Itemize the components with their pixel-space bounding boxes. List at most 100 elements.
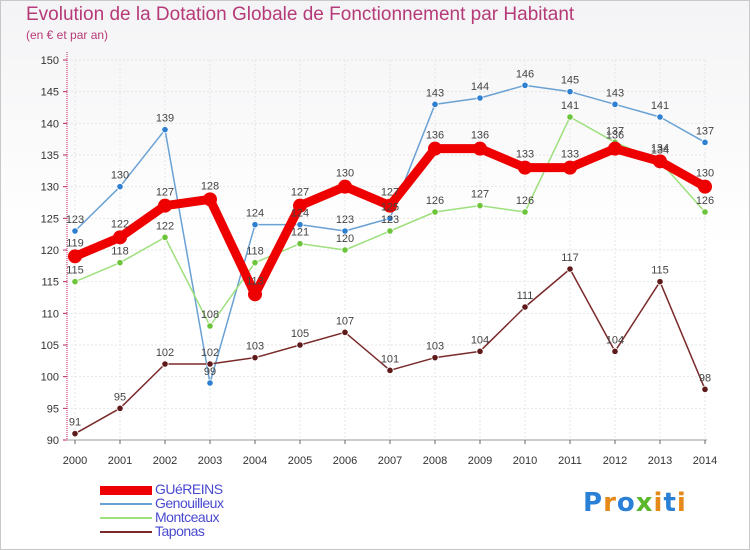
data-label-montceaux: 126: [426, 195, 444, 207]
data-point-taponas: [386, 366, 394, 374]
data-point-montceaux: [206, 322, 214, 330]
data-point-genouilleux: [161, 126, 169, 134]
data-point-gureins: [248, 287, 262, 302]
x-tick-label: 2006: [333, 455, 357, 467]
data-label-taponas: 102: [201, 347, 219, 359]
data-point-gureins: [608, 141, 622, 156]
data-point-genouilleux: [656, 113, 664, 121]
data-label-genouilleux: 123: [66, 214, 84, 226]
data-label-montceaux: 121: [291, 227, 309, 239]
data-label-taponas: 107: [336, 315, 354, 327]
data-point-montceaux: [431, 208, 439, 216]
x-tick-label: 2010: [513, 455, 537, 467]
data-label-taponas: 103: [246, 341, 264, 353]
data-point-gureins: [293, 198, 307, 213]
data-label-genouilleux: 143: [606, 87, 624, 99]
y-tick-label: 110: [41, 308, 59, 320]
data-label-gureins: 136: [606, 130, 624, 142]
logo-letter: i: [653, 488, 664, 518]
legend-swatch-guereins: [100, 486, 152, 495]
y-tick-label: 140: [41, 118, 59, 130]
data-point-gureins: [158, 198, 172, 213]
data-label-genouilleux: 143: [426, 87, 444, 99]
data-point-taponas: [431, 354, 439, 362]
data-label-gureins: 127: [291, 187, 309, 199]
data-point-genouilleux: [251, 221, 259, 229]
data-label-genouilleux: 99: [204, 366, 216, 378]
data-point-taponas: [476, 347, 484, 355]
data-point-genouilleux: [521, 81, 529, 89]
data-label-montceaux: 123: [381, 214, 399, 226]
data-point-genouilleux: [341, 227, 349, 235]
data-label-gureins: 128: [201, 180, 219, 192]
data-label-taponas: 102: [156, 347, 174, 359]
data-point-montceaux: [521, 208, 529, 216]
data-point-gureins: [113, 230, 127, 245]
data-label-taponas: 98: [699, 372, 711, 384]
y-tick-label: 150: [41, 55, 59, 67]
data-label-montceaux: 118: [246, 246, 264, 258]
data-label-montceaux: 118: [111, 246, 129, 258]
data-point-montceaux: [341, 246, 349, 254]
chart-subtitle: (en € et par an): [26, 28, 109, 42]
data-point-gureins: [653, 154, 667, 169]
legend-swatch-genouilleux: [100, 503, 152, 505]
data-point-gureins: [428, 141, 442, 156]
data-point-taponas: [116, 404, 124, 412]
data-point-taponas: [296, 341, 304, 349]
data-point-taponas: [656, 278, 664, 286]
data-label-montceaux: 134: [651, 144, 669, 156]
data-point-montceaux: [476, 202, 484, 210]
data-point-taponas: [566, 265, 574, 273]
data-label-taponas: 117: [561, 252, 579, 264]
data-label-taponas: 104: [471, 334, 489, 346]
y-tick-label: 95: [47, 403, 59, 415]
data-label-montceaux: 120: [336, 233, 354, 245]
data-label-genouilleux: 145: [561, 75, 579, 87]
data-label-montceaux: 126: [516, 195, 534, 207]
logo-letter: r: [603, 488, 617, 518]
y-tick-label: 90: [47, 435, 59, 447]
data-label-gureins: 127: [381, 187, 399, 199]
x-tick-label: 2007: [378, 455, 402, 467]
data-point-genouilleux: [701, 138, 709, 146]
data-label-genouilleux: 141: [651, 100, 669, 112]
x-tick-label: 2004: [243, 455, 267, 467]
data-point-genouilleux: [386, 214, 394, 222]
data-label-montceaux: 115: [66, 265, 84, 277]
y-tick-label: 130: [41, 182, 59, 194]
data-label-gureins: 119: [66, 237, 84, 249]
data-label-taponas: 115: [651, 265, 669, 277]
x-tick-label: 2014: [693, 455, 717, 467]
logo-letter: x: [635, 488, 654, 518]
x-tick-label: 2005: [288, 455, 312, 467]
data-label-gureins: 127: [156, 187, 174, 199]
data-label-taponas: 105: [291, 328, 309, 340]
data-point-genouilleux: [71, 227, 79, 235]
data-point-genouilleux: [116, 183, 124, 191]
proxiti-logo: Proxiti: [583, 488, 687, 518]
logo-letter: o: [616, 488, 636, 518]
chart-title: Evolution de la Dotation Globale de Fonc…: [26, 4, 575, 25]
data-label-genouilleux: 139: [156, 113, 174, 125]
data-label-gureins: 113: [246, 275, 264, 287]
logo-letter: P: [583, 488, 604, 518]
x-tick-label: 2002: [153, 455, 177, 467]
data-point-taponas: [251, 354, 259, 362]
data-label-montceaux: 126: [696, 195, 714, 207]
series-lines: [68, 81, 712, 438]
legend-label-taponas: Taponas: [155, 523, 205, 539]
y-tick-label: 120: [41, 245, 59, 257]
data-point-genouilleux: [296, 221, 304, 229]
data-point-montceaux: [386, 227, 394, 235]
y-tick-label: 135: [41, 150, 59, 162]
legend-swatch-montceaux: [100, 517, 152, 519]
data-point-taponas: [701, 385, 709, 393]
data-point-montceaux: [71, 278, 79, 286]
data-point-gureins: [338, 179, 352, 194]
x-tick-label: 2012: [603, 455, 627, 467]
data-label-taponas: 101: [381, 353, 399, 365]
data-point-genouilleux: [611, 100, 619, 108]
data-label-taponas: 95: [114, 391, 126, 403]
legend-label-genouilleux: Genouilleux: [155, 495, 224, 511]
